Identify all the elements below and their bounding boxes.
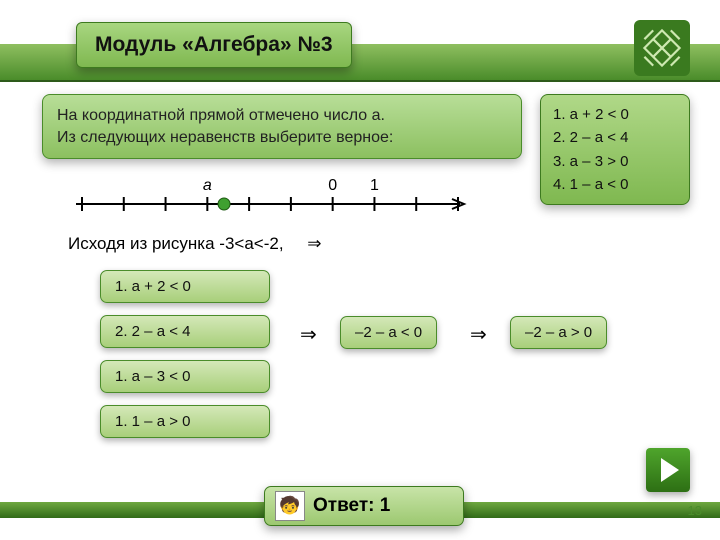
question-line-1: На координатной прямой отмечено число a. (57, 105, 507, 127)
chain-b1: –2 – a < 0 (340, 316, 437, 349)
options-box: 1. a + 2 < 0 2. 2 – a < 4 3. a – 3 > 0 4… (540, 94, 690, 205)
option-3: 3. a – 3 > 0 (553, 150, 677, 173)
option-2: 2. 2 – a < 4 (553, 126, 677, 149)
option-4: 4. 1 – a < 0 (553, 173, 677, 196)
question-line-2: Из следующих неравенств выберите верное: (57, 127, 507, 149)
svg-text:0: 0 (328, 177, 337, 194)
option-1: 1. a + 2 < 0 (553, 103, 677, 126)
step-4: 1. 1 – a > 0 (100, 405, 270, 438)
question-box: На координатной прямой отмечено число a.… (42, 94, 522, 159)
next-button[interactable] (646, 448, 690, 492)
step-1: 1. a + 2 < 0 (100, 270, 270, 303)
step-2: 2. 2 – a < 4 (100, 315, 270, 348)
derivation-text: Исходя из рисунка -3<a<-2, ⇒ (68, 234, 321, 254)
chain-b2: –2 – a > 0 (510, 316, 607, 349)
svg-text:1: 1 (370, 177, 379, 194)
arrow-3: ⇒ (470, 322, 487, 347)
step-3: 1. a – 3 < 0 (100, 360, 270, 393)
answer-icon: 🧒 (275, 491, 305, 521)
derivation-span: Исходя из рисунка -3<a<-2, (68, 234, 284, 253)
answer-label: Ответ: 1 (313, 495, 390, 517)
page-number: 13 (688, 503, 702, 518)
svg-text:a: a (203, 177, 212, 194)
number-line: a 0 1 (70, 168, 470, 222)
arrow-1: ⇒ (307, 234, 321, 253)
steps-column: 1. a + 2 < 0 2. 2 – a < 4 1. a – 3 < 0 1… (100, 270, 270, 438)
answer-box: 🧒 Ответ: 1 (264, 486, 464, 526)
logo-ornament (634, 20, 690, 76)
module-title: Модуль «Алгебра» №3 (76, 22, 352, 68)
arrow-2: ⇒ (300, 322, 317, 347)
